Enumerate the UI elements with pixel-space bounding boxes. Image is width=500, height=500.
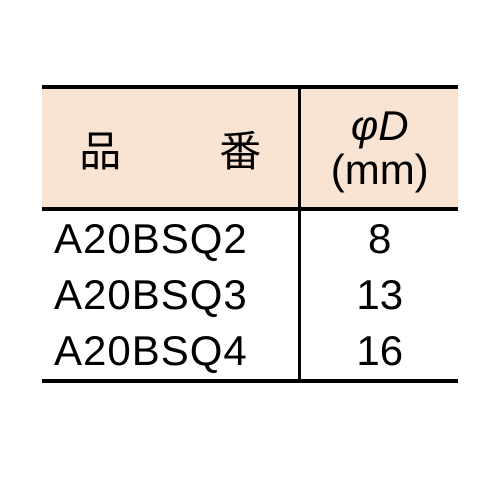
- spec-table-container: 品 番 φD (mm) A20BSQ2 8 A20BSQ3 13 A20B: [42, 85, 458, 383]
- table-row: A20BSQ3 13: [42, 267, 458, 323]
- cell-part-number: A20BSQ3: [42, 267, 300, 323]
- table-row: A20BSQ2 8: [42, 209, 458, 267]
- cell-part-number: A20BSQ2: [42, 209, 300, 267]
- col-header-diameter-symbol: φD: [301, 104, 458, 148]
- col-header-diameter: φD (mm): [300, 87, 458, 209]
- cell-diameter: 16: [300, 323, 458, 381]
- col-header-part-number: 品 番: [42, 87, 300, 209]
- col-header-diameter-unit: (mm): [301, 148, 458, 192]
- cell-part-number: A20BSQ4: [42, 323, 300, 381]
- table-row: A20BSQ4 16: [42, 323, 458, 381]
- table-header-row: 品 番 φD (mm): [42, 87, 458, 209]
- spec-table: 品 番 φD (mm) A20BSQ2 8 A20BSQ3 13 A20B: [42, 85, 458, 383]
- col-header-part-number-label: 品 番: [79, 128, 289, 175]
- cell-diameter: 8: [300, 209, 458, 267]
- cell-diameter: 13: [300, 267, 458, 323]
